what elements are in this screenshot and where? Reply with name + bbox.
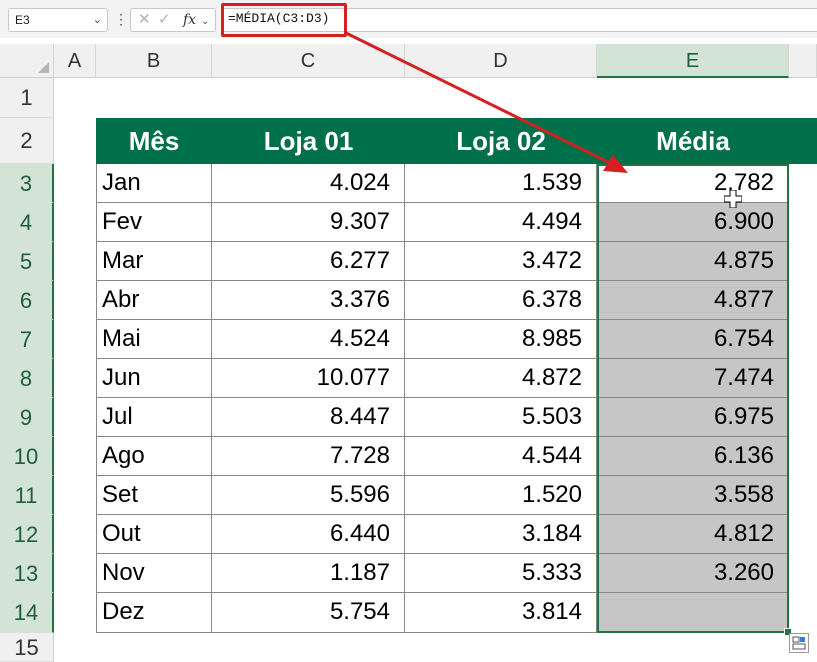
fill-cross-cursor-icon [724, 190, 742, 208]
fx-chevron-icon[interactable]: ⌄ [201, 16, 210, 27]
cell-loja02-set[interactable]: 1.520 [405, 476, 597, 515]
row-header-10[interactable]: 10 [0, 437, 54, 476]
column-header-next[interactable] [789, 44, 817, 78]
row-header-11[interactable]: 11 [0, 476, 54, 515]
cell-loja01-out[interactable]: 6.440 [212, 515, 405, 554]
column-header-e[interactable]: E [597, 44, 789, 78]
header-loja-01[interactable]: Loja 01 [212, 118, 405, 164]
cell-loja02-jun[interactable]: 4.872 [405, 359, 597, 398]
cell-mes-nov[interactable]: Nov [96, 554, 212, 593]
select-all-button[interactable] [0, 44, 54, 78]
cell-loja02-abr[interactable]: 6.378 [405, 281, 597, 320]
confirm-check-icon[interactable]: ✓ [158, 11, 171, 28]
row-header-14[interactable]: 14 [0, 593, 54, 633]
cell-mes-ago[interactable]: Ago [96, 437, 212, 476]
formula-controls: ✕ ✓ fx ⌄ [130, 8, 216, 32]
cell-mes-mai[interactable]: Mai [96, 320, 212, 359]
fx-icon[interactable]: fx [183, 12, 197, 28]
cell-loja02-ago[interactable]: 4.544 [405, 437, 597, 476]
cell-loja02-mar[interactable]: 3.472 [405, 242, 597, 281]
formula-bar: E3 ⌄ ⋮ ✕ ✓ fx ⌄ =MÉDIA(C3:D3) [0, 0, 817, 38]
cell-loja01-jun[interactable]: 10.077 [212, 359, 405, 398]
column-header-a[interactable]: A [54, 44, 96, 78]
cell-loja01-jul[interactable]: 8.447 [212, 398, 405, 437]
column-header-c[interactable]: C [212, 44, 405, 78]
name-box-value: E3 [15, 13, 30, 27]
more-vertical-icon[interactable]: ⋮ [114, 11, 128, 27]
cell-loja01-jan[interactable]: 4.024 [212, 164, 405, 203]
cell-loja01-nov[interactable]: 1.187 [212, 554, 405, 593]
row-header-15[interactable]: 15 [0, 633, 54, 662]
cell-loja02-mai[interactable]: 8.985 [405, 320, 597, 359]
cell-loja01-mar[interactable]: 6.277 [212, 242, 405, 281]
quick-analysis-icon[interactable] [789, 633, 809, 653]
column-header-d[interactable]: D [405, 44, 597, 78]
cell-media-jan[interactable]: 2.782 [597, 164, 789, 203]
cell-loja01-set[interactable]: 5.596 [212, 476, 405, 515]
cancel-x-icon[interactable]: ✕ [138, 11, 151, 28]
cell-loja01-ago[interactable]: 7.728 [212, 437, 405, 476]
cell-media-ago[interactable]: 6.136 [597, 437, 789, 476]
column-header-b[interactable]: B [96, 44, 212, 78]
row-header-8[interactable]: 8 [0, 359, 54, 398]
cell-mes-jul[interactable]: Jul [96, 398, 212, 437]
cell-mes-mar[interactable]: Mar [96, 242, 212, 281]
red-box-highlight [221, 3, 347, 37]
cell-loja02-dez[interactable]: 3.814 [405, 593, 597, 633]
cell-media-nov[interactable]: 3.260 [597, 554, 789, 593]
row-header-12[interactable]: 12 [0, 515, 54, 554]
cell-loja02-fev[interactable]: 4.494 [405, 203, 597, 242]
header-mes[interactable]: Mês [96, 118, 212, 164]
cell-loja01-dez[interactable]: 5.754 [212, 593, 405, 633]
cell-media-mar[interactable]: 4.875 [597, 242, 789, 281]
cell-mes-jun[interactable]: Jun [96, 359, 212, 398]
cell-mes-dez[interactable]: Dez [96, 593, 212, 633]
cell-mes-out[interactable]: Out [96, 515, 212, 554]
select-all-triangle-icon [38, 62, 49, 73]
row-header-2[interactable]: 2 [0, 118, 54, 164]
cell-media-out[interactable]: 4.812 [597, 515, 789, 554]
name-box[interactable]: E3 ⌄ [8, 8, 108, 32]
cell-loja02-jul[interactable]: 5.503 [405, 398, 597, 437]
row-header-7[interactable]: 7 [0, 320, 54, 359]
cell-loja02-nov[interactable]: 5.333 [405, 554, 597, 593]
header-fill-right [789, 118, 817, 164]
formula-text: =MÉDIA(C3:D3) [228, 11, 330, 26]
formula-input[interactable] [222, 8, 817, 32]
cell-mes-set[interactable]: Set [96, 476, 212, 515]
row-header-5[interactable]: 5 [0, 242, 54, 281]
cell-mes-fev[interactable]: Fev [96, 203, 212, 242]
cell-media-abr[interactable]: 4.877 [597, 281, 789, 320]
row-header-13[interactable]: 13 [0, 554, 54, 593]
row-header-3[interactable]: 3 [0, 164, 54, 203]
cell-loja01-mai[interactable]: 4.524 [212, 320, 405, 359]
row-header-6[interactable]: 6 [0, 281, 54, 320]
row-header-9[interactable]: 9 [0, 398, 54, 437]
cell-mes-abr[interactable]: Abr [96, 281, 212, 320]
cell-media-mai[interactable]: 6.754 [597, 320, 789, 359]
cell-loja02-out[interactable]: 3.184 [405, 515, 597, 554]
header-loja-02[interactable]: Loja 02 [405, 118, 597, 164]
cell-loja01-abr[interactable]: 3.376 [212, 281, 405, 320]
cell-mes-jan[interactable]: Jan [96, 164, 212, 203]
row-header-1[interactable]: 1 [0, 78, 54, 118]
cell-media-dez[interactable] [597, 593, 789, 633]
header-media[interactable]: Média [597, 118, 789, 164]
chevron-down-icon[interactable]: ⌄ [92, 14, 102, 26]
cell-media-jul[interactable]: 6.975 [597, 398, 789, 437]
cell-loja01-fev[interactable]: 9.307 [212, 203, 405, 242]
cell-media-fev[interactable]: 6.900 [597, 203, 789, 242]
cell-media-set[interactable]: 3.558 [597, 476, 789, 515]
cell-media-jun[interactable]: 7.474 [597, 359, 789, 398]
fill-handle[interactable] [784, 628, 792, 636]
cell-loja02-jan[interactable]: 1.539 [405, 164, 597, 203]
row-header-4[interactable]: 4 [0, 203, 54, 242]
